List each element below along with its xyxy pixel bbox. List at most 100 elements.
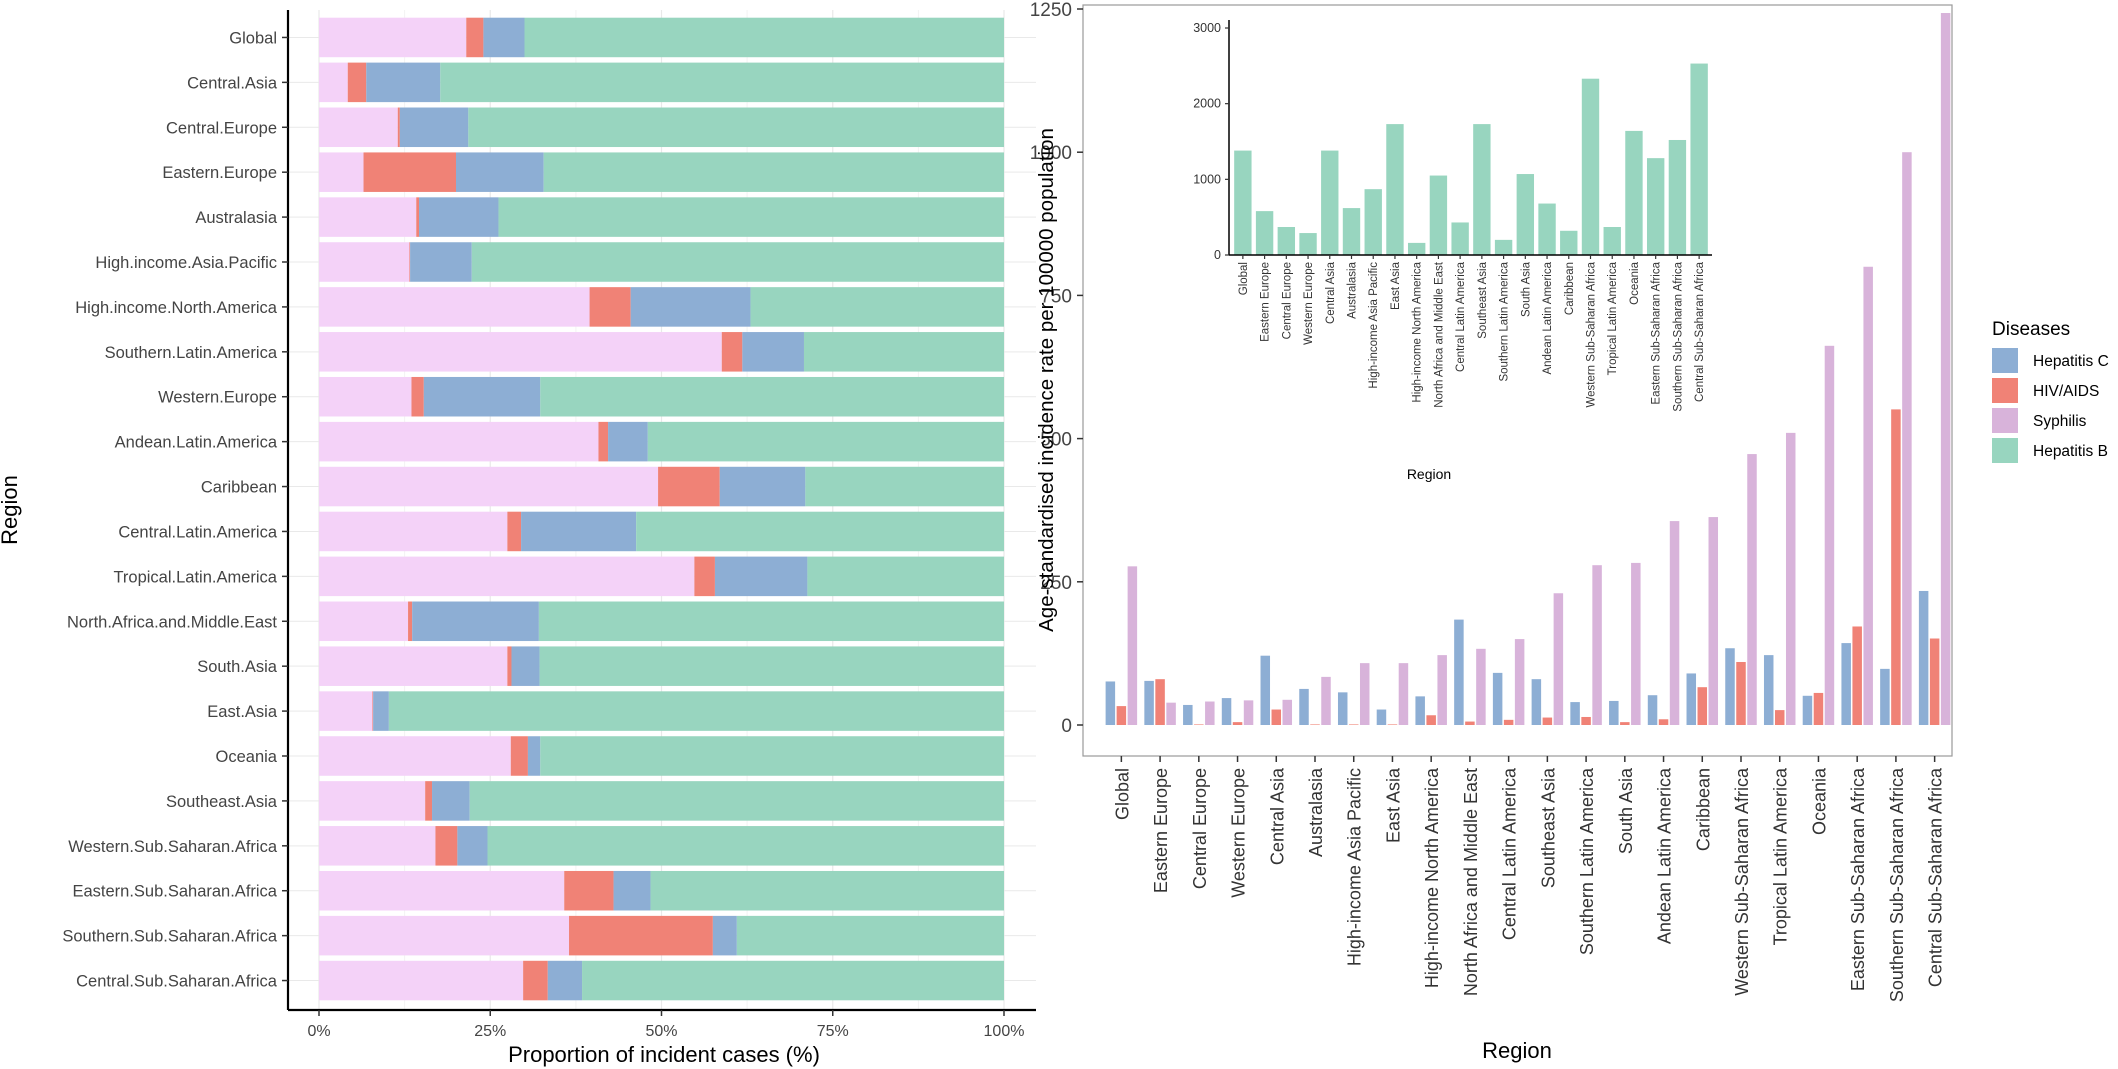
inset-bar-hepatitis-b [1299,233,1317,255]
legend-items: Hepatitis C HIV/AIDS Syphilis Hepatitis B [1992,348,2109,463]
inset-category-label: North Africa and Middle East [1433,261,1445,408]
left-bar-hepatitis-b [487,826,1004,866]
left-bar-hiv-aids [347,62,367,103]
right-y-tick-labels: 0 250 500 750 1000 1250 [1030,0,1083,737]
right-bar-hepatitis-c [1763,655,1774,725]
left-category-label: Tropical.Latin.America [113,568,277,586]
inset-x-axis-title: Region [1407,466,1451,482]
right-category-label: North Africa and Middle East [1461,768,1481,996]
left-bar-syphilis [319,17,467,58]
left-bar-hepatitis-b [803,332,1004,372]
inset-category-label: Southern Latin America [1499,261,1511,381]
left-bar-hepatitis-b [582,960,1004,1001]
left-bar-syphilis [319,197,417,237]
right-bar-hepatitis-c [1260,655,1271,725]
legend-label-hepatitis-c: Hepatitis C [2033,353,2109,370]
right-y-tick-label: 1000 [1030,143,1072,164]
left-bar-hepatitis-c [719,466,806,507]
right-bar-syphilis [1592,565,1602,725]
right-bar-syphilis [1863,266,1873,725]
left-bar-syphilis [319,556,695,597]
left-bar-hepatitis-b [539,646,1004,686]
left-bar-hepatitis-c [712,915,737,956]
left-category-label: Southern.Latin.America [105,344,278,362]
inset-bar-hepatitis-b [1494,239,1513,255]
left-bar-syphilis [319,62,348,103]
right-bar-hiv-aids [1194,724,1204,725]
inset-bar-hepatitis-b [1277,227,1296,255]
left-bar-syphilis [319,691,373,731]
left-bar-hepatitis-b [647,421,1004,462]
left-x-tick-label: 0% [307,1023,330,1040]
left-bar-hepatitis-c [483,17,525,58]
left-x-tick-label: 50% [645,1023,677,1040]
right-category-label: Global [1112,768,1132,820]
left-bar-hepatitis-c [457,826,488,866]
right-bar-hepatitis-c [1918,590,1929,725]
left-stacked-chart: Global Central.Asia Central.Europe Eastern.… [0,10,1036,1067]
left-bar-syphilis [319,152,364,192]
left-bar-hiv-aids [416,197,420,237]
left-bar-syphilis [319,466,659,507]
left-x-axis-title: Proportion of incident cases (%) [508,1042,820,1067]
right-bar-hiv-aids [1581,716,1591,725]
left-bar-hepatitis-c [432,781,470,821]
inset-category-label: South Asia [1520,261,1532,317]
right-bar-hepatitis-c [1570,702,1580,725]
right-category-label: High-income North America [1422,767,1442,988]
left-bar-hiv-aids [425,781,433,821]
left-bar-syphilis [319,421,599,462]
right-bar-hepatitis-c [1454,619,1464,725]
right-bar-hiv-aids [1891,409,1901,725]
right-bar-syphilis [1631,562,1641,725]
right-bar-hiv-aids [1736,661,1746,725]
left-bar-hepatitis-b [636,511,1004,552]
right-bar-hepatitis-c [1647,695,1658,725]
left-category-label: Western.Sub.Saharan.Africa [68,838,278,856]
left-category-label: Oceania [216,748,278,766]
left-category-labels: Global Central.Asia Central.Europe Eastern.… [62,29,288,991]
right-bar-hepatitis-c [1415,696,1425,725]
left-bar-syphilis [319,646,508,686]
left-bar-hepatitis-b [736,915,1004,956]
inset-bar-hepatitis-b [1255,211,1274,255]
left-bar-hepatitis-b [750,287,1004,327]
right-y-tick-label: 0 [1061,716,1072,737]
inset-y-tick-label: 2000 [1193,97,1221,111]
right-bar-hiv-aids [1348,724,1359,725]
right-bar-syphilis [1514,639,1525,725]
left-bar-hepatitis-c [547,960,583,1001]
right-category-label: Western Europe [1229,768,1249,898]
right-bar-hiv-aids [1232,722,1243,725]
inset-bar-hepatitis-b [1581,78,1600,256]
left-bar-hepatitis-c [410,242,472,282]
left-category-label: Southeast.Asia [166,793,278,811]
left-bar-hepatitis-c [527,736,541,776]
right-bar-syphilis [1398,663,1409,725]
right-category-label: Western Sub-Saharan Africa [1732,767,1752,996]
right-bar-hiv-aids [1310,724,1320,725]
right-bar-hepatitis-c [1105,681,1116,725]
inset-category-label: High-income North America [1412,261,1424,402]
left-bar-syphilis [319,870,565,911]
left-bar-hepatitis-b [471,242,1004,282]
right-category-labels: Global Eastern Europe Central Europe Wester… [1112,756,1946,1002]
left-category-label: Central.Sub.Saharan.Africa [76,973,278,991]
right-bar-hepatitis-c [1337,692,1348,725]
inset-category-label: Eastern Sub-Saharan Africa [1651,261,1663,404]
right-grouped-chart: 0 250 500 750 1000 1250 Global Eastern Europe C… [1030,0,1953,1063]
left-bar-hepatitis-b [540,376,1004,417]
left-bar-hiv-aids [507,646,512,686]
left-bar-hepatitis-b [468,107,1005,148]
left-category-label: Andean.Latin.America [115,434,278,452]
left-bar-hepatitis-b [498,197,1004,237]
right-category-label: Eastern Sub-Saharan Africa [1848,767,1868,991]
right-category-label: East Asia [1383,767,1403,843]
left-bar-hiv-aids [658,466,720,507]
left-bar-hiv-aids [569,915,713,956]
right-bar-hiv-aids [1271,709,1282,725]
right-y-tick-label: 500 [1040,430,1072,451]
left-bar-hiv-aids [694,556,715,597]
right-y-tick-label: 250 [1040,573,1072,594]
inset-category-label: Southeast Asia [1477,261,1489,338]
